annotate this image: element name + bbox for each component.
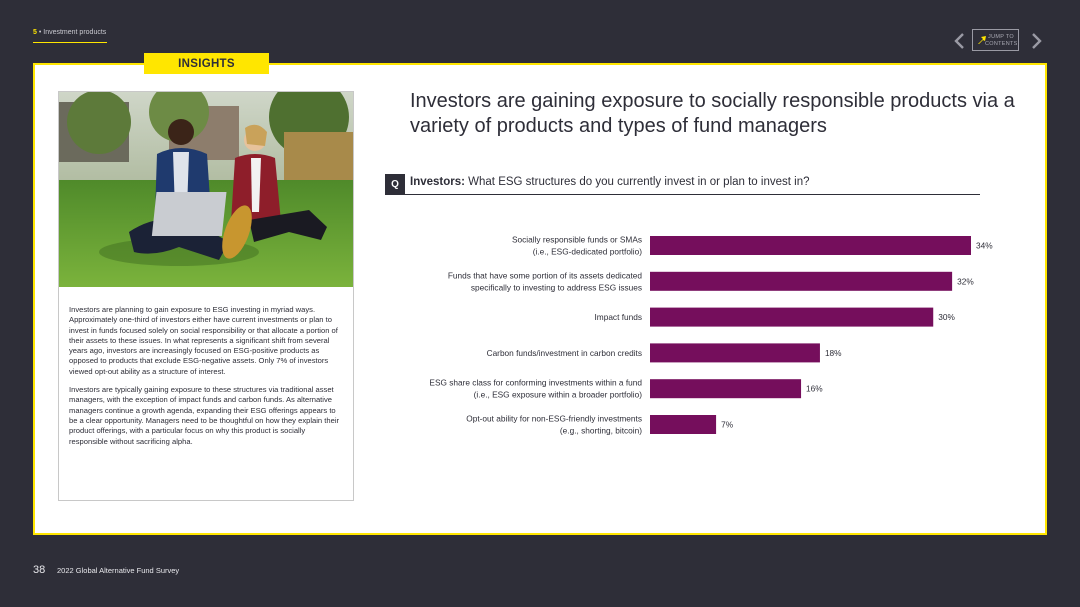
question-marker: Q [385,174,405,194]
category-label-5-1: (e.g., shorting, bitcoin) [560,426,642,436]
chevron-left-icon [954,33,964,49]
page-number: 38 [33,564,46,576]
value-label-2: 30% [938,312,955,322]
section-underline [33,42,107,43]
category-label-5-0: Opt-out ability for non-ESG-friendly inv… [466,414,642,424]
page-title: Investors are gaining exposure to social… [410,90,1015,137]
category-label-4-1: (i.e., ESG exposure within a broader por… [474,390,643,400]
bar-0 [650,236,971,255]
value-label-4: 16% [806,384,823,394]
next-page-button[interactable] [1026,30,1046,52]
category-label-0-0: Socially responsible funds or SMAs [512,235,642,245]
insights-card: Investors are planning to gain exposure … [58,91,354,501]
investors-photo [59,92,353,287]
insights-text: Investors are planning to gain exposure … [69,305,344,455]
value-label-0: 34% [976,241,993,251]
insights-paragraph-2: Investors are typically gaining exposure… [69,385,340,446]
bar-3 [650,343,820,363]
section-title: • Investment products [36,29,107,36]
category-label-0-1: (i.e., ESG-dedicated portfolio) [533,247,643,257]
arrow-up-right-icon [978,36,986,44]
previous-page-button[interactable] [950,30,970,52]
esg-structures-bar-chart: 34% Socially responsible funds or SMAs (i.… [429,235,993,436]
insights-tab: INSIGHTS [144,53,269,74]
section-breadcrumb: 5 • Investment products [33,29,106,36]
question-audience: Investors: [410,176,465,188]
question-divider [385,194,980,195]
value-label-3: 18% [825,348,842,358]
category-label-1-1: specifically to investing to address ESG… [471,282,642,292]
jump-to-contents-button[interactable]: JUMP TO CONTENTS [972,29,1019,51]
bar-1 [650,271,953,291]
value-label-1: 32% [957,276,974,286]
bar-2 [650,307,934,327]
value-label-5: 7% [721,420,734,430]
category-label-2-0: Impact funds [594,312,642,322]
category-label-1-0: Funds that have some portion of its asse… [448,270,643,280]
chevron-right-icon [1032,33,1042,49]
bar-4 [650,379,802,399]
category-label-4-0: ESG share class for conforming investmen… [429,378,642,388]
category-label-3-0: Carbon funds/investment in carbon credit… [487,348,642,358]
insights-paragraph-1: Investors are planning to gain exposure … [69,305,338,376]
jump-to-contents-label: JUMP TO CONTENTS [985,34,1018,47]
question-body: What ESG structures do you currently inv… [464,176,810,188]
section-number: 5 [33,29,37,36]
report-title: 2022 Global Alternative Fund Survey [57,566,180,575]
bar-5 [650,415,717,434]
question-text: Investors: What ESG structures do you cu… [410,176,810,188]
